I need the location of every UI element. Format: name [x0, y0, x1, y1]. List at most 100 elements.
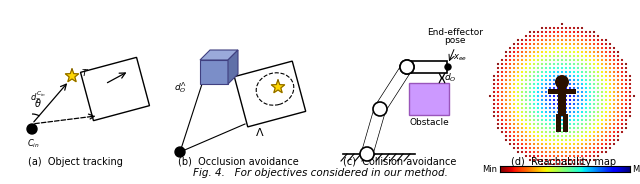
Point — [513, 143, 523, 146]
Point — [585, 31, 595, 33]
Point — [565, 75, 575, 77]
Point — [501, 83, 511, 86]
Point — [553, 146, 563, 149]
Point — [541, 43, 551, 45]
Point — [613, 127, 623, 130]
Point — [621, 107, 631, 109]
Point — [557, 59, 567, 61]
Point — [521, 127, 531, 130]
Point — [493, 67, 503, 70]
Point — [605, 102, 615, 105]
Point — [521, 143, 531, 146]
Point — [573, 139, 583, 141]
Point — [565, 31, 575, 33]
Point — [501, 79, 511, 82]
Point — [621, 98, 631, 101]
Point — [613, 83, 623, 86]
Point — [605, 130, 615, 133]
Point — [561, 123, 571, 125]
Point — [501, 102, 511, 105]
Point — [545, 38, 555, 41]
Point — [497, 75, 507, 77]
Point — [493, 95, 503, 98]
Point — [541, 146, 551, 149]
Point — [517, 63, 527, 66]
Point — [525, 47, 535, 49]
Point — [541, 143, 551, 146]
Point — [617, 75, 627, 77]
Point — [609, 63, 619, 66]
Point — [565, 26, 575, 29]
Point — [525, 118, 535, 121]
Point — [557, 83, 567, 86]
Point — [581, 43, 591, 45]
Point — [537, 162, 547, 165]
Point — [557, 47, 567, 49]
Bar — [556, 114, 561, 132]
Point — [585, 70, 595, 73]
Point — [541, 79, 551, 82]
Point — [537, 38, 547, 41]
Point — [533, 51, 543, 54]
Point — [553, 75, 563, 77]
Point — [553, 86, 563, 89]
Point — [537, 63, 547, 66]
Point — [569, 107, 579, 109]
Point — [617, 86, 627, 89]
Point — [581, 95, 591, 98]
Point — [581, 83, 591, 86]
Point — [621, 127, 631, 130]
Point — [553, 79, 563, 82]
Point — [541, 159, 551, 162]
Point — [613, 135, 623, 137]
Point — [589, 123, 599, 125]
Point — [565, 107, 575, 109]
Point — [537, 143, 547, 146]
Point — [565, 151, 575, 153]
Point — [521, 51, 531, 54]
Point — [601, 146, 611, 149]
Point — [501, 59, 511, 61]
Point — [605, 75, 615, 77]
Point — [581, 51, 591, 54]
Point — [517, 151, 527, 153]
Point — [517, 51, 527, 54]
Point — [505, 107, 515, 109]
Point — [545, 54, 555, 57]
Point — [525, 70, 535, 73]
Point — [569, 86, 579, 89]
Point — [501, 51, 511, 54]
Point — [545, 118, 555, 121]
Point — [569, 102, 579, 105]
Text: $\theta$: $\theta$ — [34, 97, 42, 109]
Point — [621, 111, 631, 114]
Point — [533, 135, 543, 137]
Point — [561, 31, 571, 33]
Point — [569, 159, 579, 162]
Point — [573, 31, 583, 33]
Point — [493, 102, 503, 105]
Point — [497, 67, 507, 70]
Point — [601, 54, 611, 57]
Point — [533, 43, 543, 45]
Point — [593, 143, 603, 146]
Point — [549, 86, 559, 89]
Point — [565, 70, 575, 73]
Point — [533, 86, 543, 89]
Point — [613, 139, 623, 141]
Point — [557, 118, 567, 121]
Point — [573, 98, 583, 101]
Point — [577, 38, 587, 41]
Point — [573, 59, 583, 61]
Point — [625, 111, 635, 114]
Point — [609, 75, 619, 77]
Point — [509, 70, 519, 73]
Point — [505, 102, 515, 105]
Point — [613, 91, 623, 93]
Point — [529, 54, 539, 57]
Point — [589, 127, 599, 130]
Point — [501, 67, 511, 70]
Point — [613, 70, 623, 73]
Point — [561, 162, 571, 165]
Point — [525, 135, 535, 137]
